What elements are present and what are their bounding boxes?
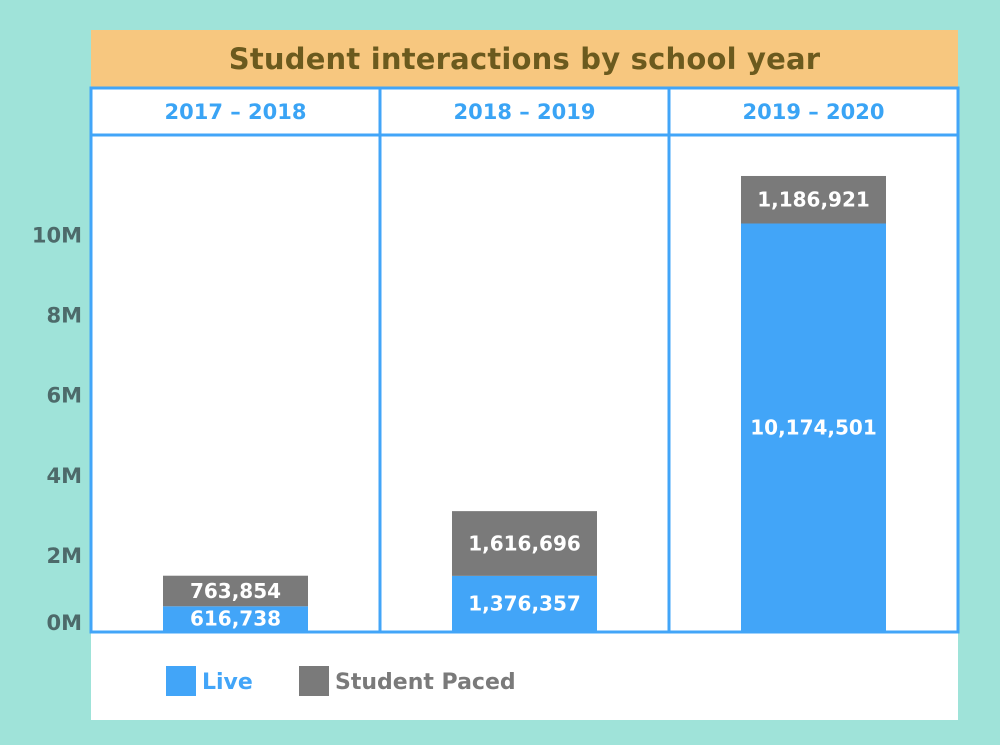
data-label: 10,174,501 [750,415,877,439]
bar-segment-student-paced [452,511,597,576]
plot-frame [89,86,960,634]
chart-title: Student interactions by school year [228,42,821,76]
data-label: 1,616,696 [468,532,581,556]
data-label: 763,854 [190,579,281,603]
bar-segment-live [741,223,886,631]
legend-swatch-student-paced [299,666,329,696]
bar-segment-student-paced [163,575,308,607]
title-band: Student interactions by school year [91,30,958,88]
data-label: 1,376,357 [468,591,581,615]
bar-segment-live [163,606,308,631]
y-tick-label: 6M [46,384,82,408]
bar-segment-live [452,575,597,631]
y-tick-label: 10M [32,224,82,248]
data-label: 1,186,921 [757,188,870,212]
legend-swatch-live [166,666,196,696]
bar-segment-student-paced [741,175,886,224]
y-tick-label: 4M [46,464,82,488]
y-tick-label: 0M [46,611,82,635]
y-tick-label: 2M [46,544,82,568]
year-label: 2017 – 2018 [164,100,306,124]
year-label: 2019 – 2020 [742,100,884,124]
year-label: 2018 – 2019 [453,100,595,124]
legend-label-student-paced: Student Paced [335,670,516,695]
data-label: 616,738 [190,607,281,631]
y-tick-label: 8M [46,304,82,328]
legend-label-live: Live [202,670,253,695]
